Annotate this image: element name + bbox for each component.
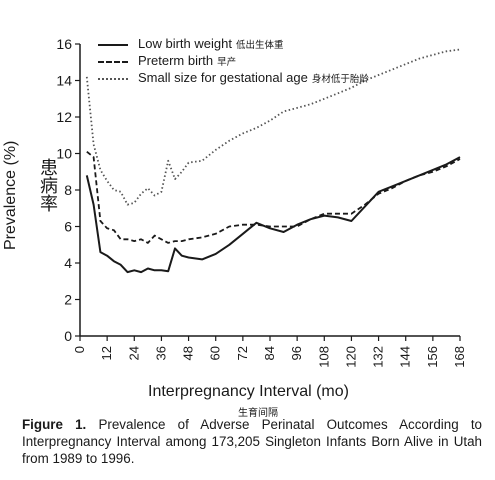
- x-tick-label: 144: [398, 346, 413, 368]
- legend-label: Small size for gestational age: [138, 70, 308, 85]
- y-tick-label: 4: [64, 255, 72, 271]
- legend-label-zh: 低出生体重: [235, 40, 284, 51]
- legend-swatch-dashed: [98, 61, 128, 63]
- x-tick-label: 12: [99, 346, 114, 360]
- legend-swatch-dotted: [98, 78, 128, 80]
- x-tick-label: 96: [289, 346, 304, 360]
- tick-marks: [75, 43, 461, 341]
- x-tick-label: 60: [208, 346, 223, 360]
- x-tick-label: 120: [343, 346, 358, 368]
- x-tick-label: 132: [371, 346, 386, 368]
- y-tick-label: 2: [64, 292, 72, 308]
- x-tick-label: 156: [425, 346, 440, 368]
- x-axis-label: Interpregnancy Interval (mo): [148, 383, 349, 400]
- x-axis-label-zh: 生育间隔: [238, 408, 278, 419]
- x-tick-label: 84: [262, 346, 277, 360]
- y-axis-label-zh: 患病率: [37, 158, 58, 212]
- y-tick-label: 16: [56, 36, 72, 52]
- caption-prefix: Figure 1.: [22, 417, 87, 432]
- y-tick-label: 12: [56, 109, 72, 125]
- series-layer: [85, 48, 461, 274]
- x-tick-label: 168: [452, 346, 467, 368]
- series-line-solid: [85, 156, 461, 274]
- y-tick-label: 8: [64, 182, 72, 198]
- legend-label-zh: 身材低于胎龄: [311, 74, 369, 85]
- y-axis-label: Prevalence (%): [2, 140, 19, 250]
- x-tick-label: 48: [181, 346, 196, 360]
- legend-label-zh: 早产: [217, 57, 237, 68]
- axes: [79, 44, 460, 337]
- legend-label: Low birth weight: [138, 36, 232, 51]
- x-tick-label: 24: [126, 346, 141, 360]
- legend-label: Preterm birth: [138, 53, 214, 68]
- x-tick-label: 72: [235, 346, 250, 360]
- x-tick-label: 0: [72, 346, 87, 353]
- series-line-dashed: [86, 150, 461, 244]
- x-tick-label: 36: [153, 346, 168, 360]
- y-tick-label: 10: [56, 146, 72, 162]
- y-tick-label: 14: [56, 73, 72, 89]
- caption-text: Prevalence of Adverse Perinatal Outcomes…: [22, 417, 482, 466]
- figure-caption: Figure 1. Prevalence of Adverse Perinata…: [22, 416, 482, 467]
- legend-swatch-solid: [98, 44, 128, 46]
- series-line-dotted: [85, 48, 461, 206]
- x-tick-label: 108: [316, 346, 331, 368]
- y-tick-label: 0: [64, 328, 72, 344]
- y-tick-label: 6: [64, 219, 72, 235]
